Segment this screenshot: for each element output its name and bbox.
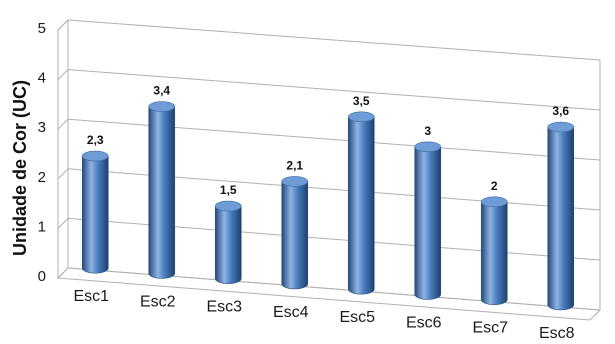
category-label: Esc6 xyxy=(406,314,442,331)
chart-walls xyxy=(56,18,602,321)
data-label: 2,3 xyxy=(87,133,104,147)
data-labels: 2,3 3,4 1,5 2,1 3,5 3 2 3,6 xyxy=(87,84,570,198)
bar-top xyxy=(414,141,442,153)
bar-top xyxy=(214,200,242,212)
bar-body xyxy=(547,126,575,311)
bar-esc7 xyxy=(480,196,508,305)
y-tick-labels: 0 1 2 3 4 5 xyxy=(38,20,46,285)
bar-esc4 xyxy=(281,176,309,290)
data-label: 2 xyxy=(491,179,498,193)
bar-body xyxy=(214,205,242,284)
gridline xyxy=(67,19,601,61)
data-label: 3,5 xyxy=(353,94,370,108)
gridline-side xyxy=(57,69,69,80)
gridline-side xyxy=(57,218,69,229)
bar-body xyxy=(414,146,442,300)
data-label: 1,5 xyxy=(220,183,237,197)
gridline-side xyxy=(57,168,69,180)
bar-body xyxy=(281,181,309,290)
category-label: Esc1 xyxy=(73,288,109,305)
y-tick-label: 1 xyxy=(38,218,46,235)
side-wall xyxy=(57,18,69,280)
bar-esc1 xyxy=(81,150,109,274)
gridline xyxy=(67,217,601,261)
bar-top xyxy=(347,111,375,123)
category-label: Esc7 xyxy=(472,320,508,337)
data-label: 3 xyxy=(424,124,431,138)
category-label: Esc3 xyxy=(206,299,242,316)
bar-body xyxy=(480,201,508,305)
y-tick-label: 4 xyxy=(38,70,46,87)
bar-top xyxy=(148,101,176,112)
category-labels: Esc1 Esc2 Esc3 Esc4 Esc5 Esc6 Esc7 Esc8 xyxy=(73,288,574,342)
bar-body xyxy=(148,106,176,279)
gridline xyxy=(67,69,601,111)
bar-esc6 xyxy=(414,141,442,300)
bar-esc8 xyxy=(547,121,575,311)
y-tick-label: 5 xyxy=(38,20,46,37)
bar-esc3 xyxy=(214,200,242,284)
category-label: Esc8 xyxy=(539,325,575,342)
bar-top xyxy=(281,176,309,187)
bar-top xyxy=(81,150,109,162)
gridline-side xyxy=(57,19,69,31)
bar-body xyxy=(81,155,109,274)
y-tick-label: 2 xyxy=(38,169,46,186)
bars xyxy=(81,101,575,311)
gridlines xyxy=(57,19,601,311)
bar-esc5 xyxy=(347,111,375,295)
category-label: Esc2 xyxy=(140,293,176,310)
category-label: Esc4 xyxy=(273,304,309,321)
gridline xyxy=(67,118,601,161)
gridline-side xyxy=(57,118,69,130)
bar-body xyxy=(347,116,375,295)
category-label: Esc5 xyxy=(339,309,375,326)
gridline-side xyxy=(57,267,69,279)
bar-top xyxy=(480,196,508,208)
y-tick-label: 0 xyxy=(38,268,46,285)
data-label: 3,6 xyxy=(552,104,569,118)
y-tick-label: 3 xyxy=(38,119,46,136)
y-axis-label: Unidade de Cor (UC) xyxy=(10,80,30,256)
bar-esc2 xyxy=(148,101,176,279)
gridline xyxy=(67,168,601,211)
data-label: 3,4 xyxy=(153,84,170,98)
bar-top xyxy=(547,121,575,133)
data-label: 2,1 xyxy=(286,158,303,172)
